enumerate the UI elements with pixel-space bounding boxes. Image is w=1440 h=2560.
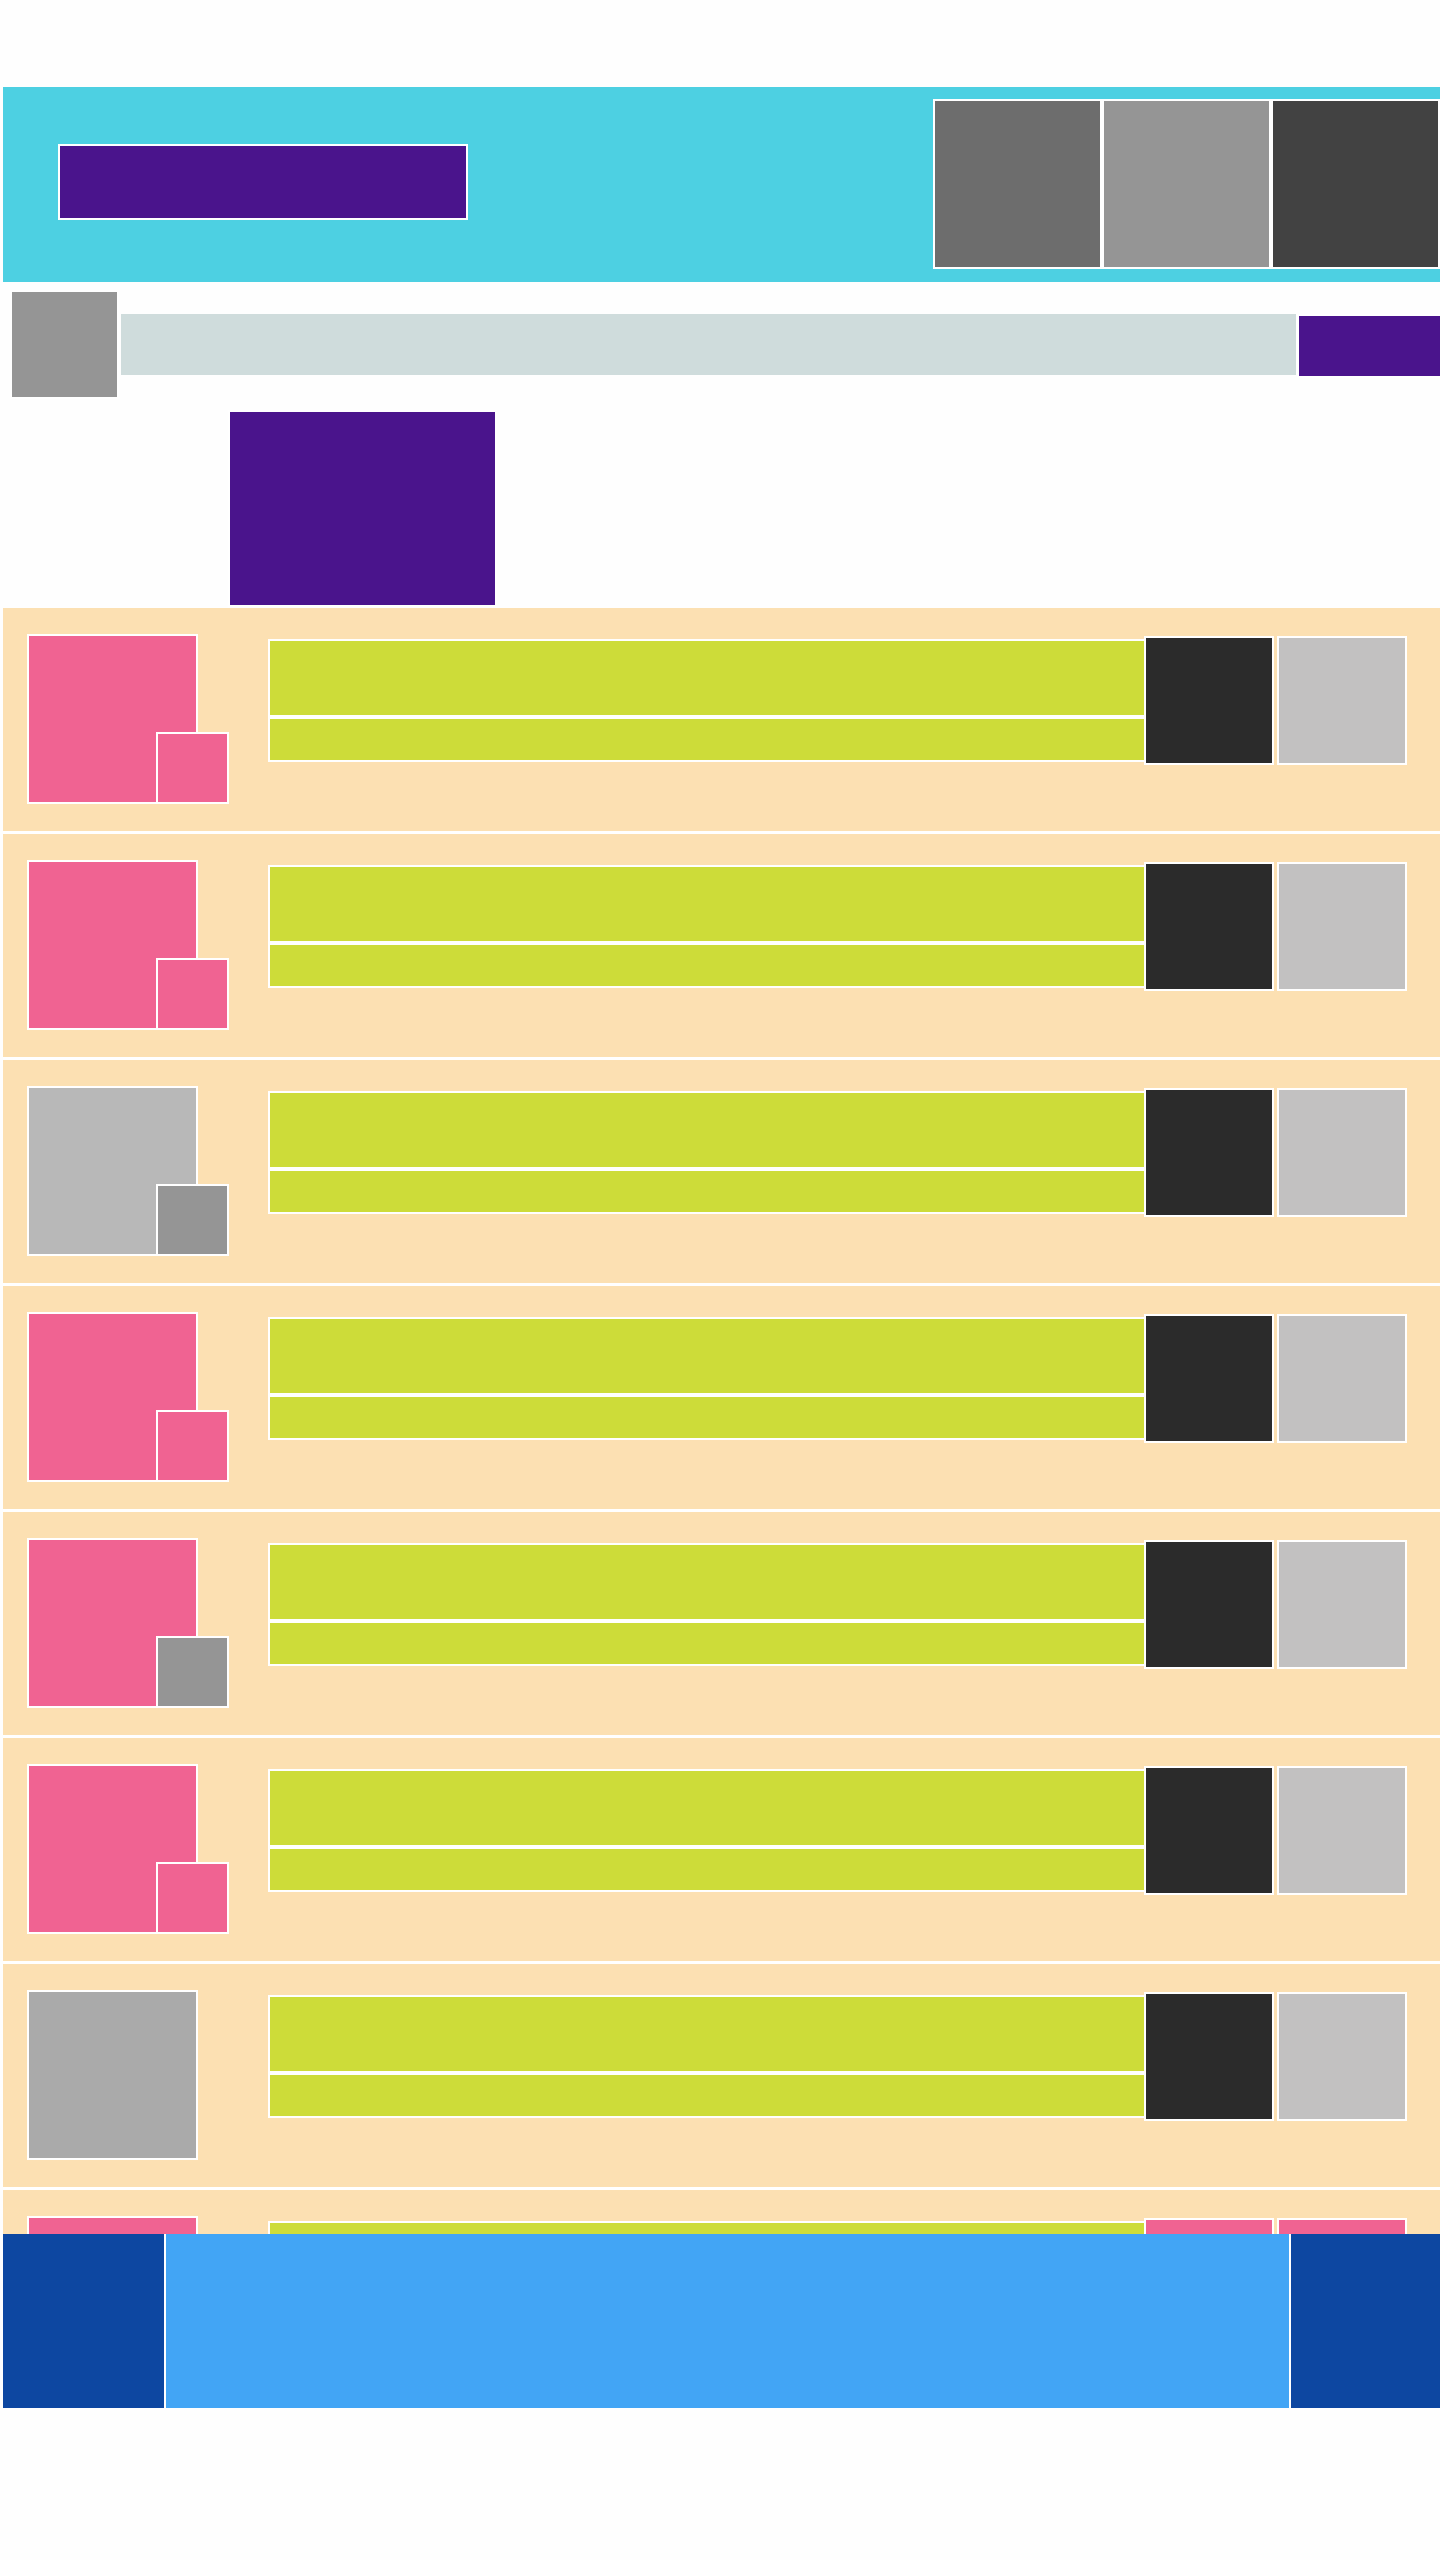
item-text	[268, 1091, 1148, 1216]
bottom-navigation	[3, 2234, 1440, 2408]
search-row	[0, 287, 1440, 402]
header-action-2[interactable]	[1102, 99, 1271, 269]
item-primary-action[interactable]	[1144, 862, 1274, 991]
list-item[interactable]	[3, 1738, 1440, 1964]
item-text	[268, 1543, 1148, 1668]
item-badge	[156, 1184, 229, 1256]
item-title	[268, 1769, 1148, 1847]
item-badge	[156, 1410, 229, 1482]
bottom-nav-right[interactable]	[1293, 2234, 1440, 2408]
item-text	[268, 1995, 1148, 2120]
header-action-1[interactable]	[933, 99, 1102, 269]
item-list	[3, 608, 1440, 2235]
list-item[interactable]	[3, 1512, 1440, 1738]
item-primary-action[interactable]	[1144, 1314, 1274, 1443]
item-title	[268, 865, 1148, 943]
item-title	[268, 2221, 1148, 2235]
search-button[interactable]	[1297, 314, 1440, 378]
item-text	[268, 1317, 1148, 1442]
item-subtitle	[268, 943, 1148, 988]
app-header	[3, 87, 1440, 282]
item-secondary-action[interactable]	[1277, 862, 1407, 991]
bottom-nav-left[interactable]	[3, 2234, 162, 2408]
item-title	[268, 1091, 1148, 1169]
item-title	[268, 1317, 1148, 1395]
item-subtitle	[268, 1395, 1148, 1440]
item-subtitle	[268, 1621, 1148, 1666]
header-actions	[933, 99, 1440, 269]
item-secondary-action[interactable]	[1277, 1314, 1407, 1443]
item-subtitle	[268, 717, 1148, 762]
feature-block[interactable]	[228, 410, 497, 607]
item-secondary-action[interactable]	[1277, 1540, 1407, 1669]
item-badge	[156, 958, 229, 1030]
item-text	[268, 639, 1148, 764]
item-thumbnail	[27, 1990, 198, 2160]
item-secondary-action[interactable]	[1277, 1088, 1407, 1217]
item-primary-action[interactable]	[1144, 636, 1274, 765]
item-title	[268, 1995, 1148, 2073]
list-item[interactable]	[3, 608, 1440, 834]
item-badge	[156, 732, 229, 804]
brand-button[interactable]	[58, 144, 468, 220]
item-secondary-action[interactable]	[1277, 1766, 1407, 1895]
list-item[interactable]	[3, 1286, 1440, 1512]
item-badge	[156, 1636, 229, 1708]
list-item[interactable]	[3, 1060, 1440, 1286]
item-secondary-action[interactable]	[1277, 636, 1407, 765]
list-item[interactable]	[3, 2190, 1440, 2235]
item-thumbnail	[27, 2216, 198, 2235]
item-badge	[156, 1862, 229, 1934]
item-text	[268, 865, 1148, 990]
item-primary-action[interactable]	[1144, 1540, 1274, 1669]
header-action-3[interactable]	[1271, 99, 1440, 269]
item-primary-action[interactable]	[1144, 1088, 1274, 1217]
item-title	[268, 1543, 1148, 1621]
item-subtitle	[268, 2073, 1148, 2118]
bottom-nav-center[interactable]	[164, 2234, 1291, 2408]
item-primary-action[interactable]	[1144, 1766, 1274, 1895]
item-title	[268, 639, 1148, 717]
item-primary-action[interactable]	[1144, 1992, 1274, 2121]
item-subtitle	[268, 1847, 1148, 1892]
item-text	[268, 1769, 1148, 1894]
item-secondary-action[interactable]	[1277, 2218, 1407, 2235]
item-subtitle	[268, 1169, 1148, 1214]
list-item[interactable]	[3, 1964, 1440, 2190]
item-text	[268, 2221, 1148, 2235]
list-item[interactable]	[3, 834, 1440, 1060]
search-input[interactable]	[121, 314, 1296, 375]
item-primary-action[interactable]	[1144, 2218, 1274, 2235]
avatar[interactable]	[10, 290, 119, 399]
item-secondary-action[interactable]	[1277, 1992, 1407, 2121]
